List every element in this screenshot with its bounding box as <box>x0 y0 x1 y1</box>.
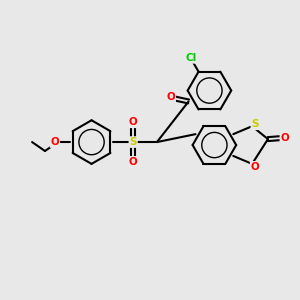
Text: O: O <box>251 162 260 172</box>
Text: O: O <box>167 92 175 103</box>
Text: O: O <box>129 117 137 127</box>
Text: S: S <box>129 137 137 147</box>
Text: Cl: Cl <box>185 53 197 63</box>
Text: O: O <box>50 137 59 147</box>
Text: O: O <box>129 157 137 167</box>
Text: O: O <box>280 133 289 143</box>
Text: S: S <box>251 119 259 129</box>
